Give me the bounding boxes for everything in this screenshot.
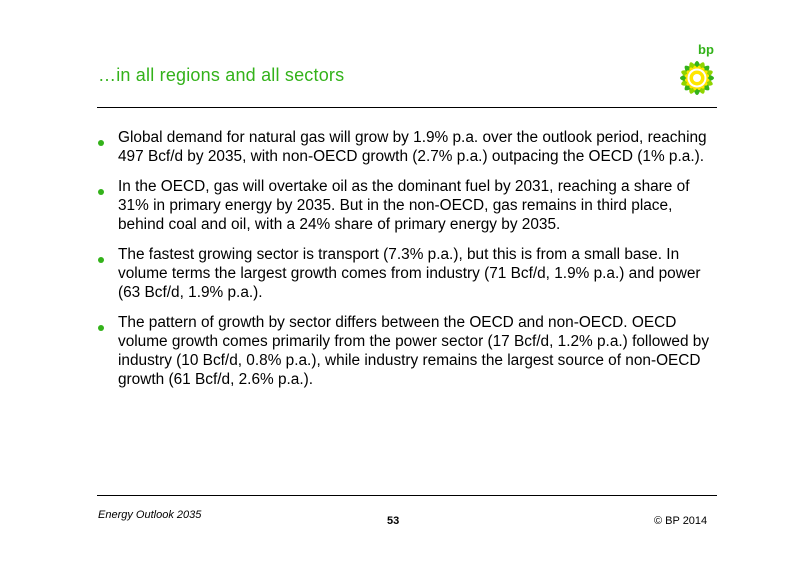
bullet-text: Global demand for natural gas will grow … [118, 129, 707, 165]
bullet-text: In the OECD, gas will overtake oil as th… [118, 178, 690, 233]
list-item: The pattern of growth by sector differs … [97, 313, 717, 389]
bullet-text: The fastest growing sector is transport … [118, 246, 701, 301]
bullet-dot-icon [98, 140, 104, 146]
copyright: © BP 2014 [654, 515, 708, 527]
bullet-text: The pattern of growth by sector differs … [118, 314, 710, 388]
bullet-dot-icon [98, 189, 104, 195]
list-item: Global demand for natural gas will grow … [97, 128, 717, 166]
footer-report-title: Energy Outlook 2035 [98, 509, 202, 521]
bp-helios-logo-icon [680, 61, 714, 95]
bullet-dot-icon [98, 257, 104, 263]
page-number: 53 [387, 515, 400, 527]
header-divider [97, 107, 717, 108]
list-item: The fastest growing sector is transport … [97, 245, 717, 302]
list-item: In the OECD, gas will overtake oil as th… [97, 177, 717, 234]
page-title: …in all regions and all sectors [98, 65, 345, 85]
logo-text: bp [698, 42, 714, 57]
bullet-list: Global demand for natural gas will grow … [97, 128, 717, 400]
footer-divider [97, 495, 717, 496]
bullet-dot-icon [98, 325, 104, 331]
